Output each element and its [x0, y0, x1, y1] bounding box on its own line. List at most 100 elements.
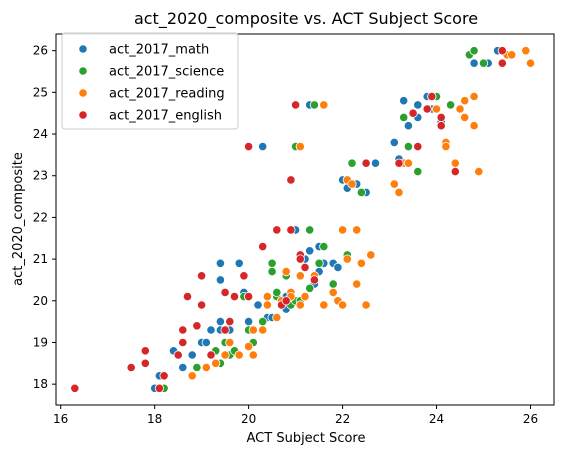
data-point-act_2017_math-43	[413, 100, 423, 110]
data-point-act_2017_reading-19	[300, 291, 310, 302]
data-point-act_2017_science-31	[403, 142, 413, 152]
plot-frame	[55, 33, 555, 406]
data-point-act_2017_reading-7	[248, 325, 258, 335]
y-axis-label: act_2020_composite	[11, 152, 26, 286]
data-point-act_2017_math-3	[178, 362, 188, 373]
data-point-act_2017_reading-22	[328, 287, 338, 297]
data-point-act_2017_english-32	[413, 142, 423, 152]
data-point-act_2017_english-36	[436, 121, 446, 131]
y-tick-label: 21	[33, 252, 48, 266]
data-point-act_2017_reading-47	[469, 121, 479, 131]
data-point-act_2017_reading-26	[342, 254, 352, 264]
data-point-act_2017_math-26	[305, 246, 315, 256]
data-point-act_2017_english-15	[220, 287, 230, 297]
data-point-act_2017_reading-24	[337, 300, 348, 310]
data-point-act_2017_math-7	[206, 325, 216, 335]
data-point-act_2017_reading-53	[295, 142, 305, 152]
data-point-act_2017_reading-50	[507, 50, 517, 60]
data-point-act_2017_english-26	[295, 254, 305, 264]
data-point-act_2017_reading-48	[474, 167, 484, 177]
data-point-act_2017_science-30	[399, 112, 409, 123]
data-point-act_2017_english-42	[286, 175, 296, 185]
data-point-act_2017_science-21	[305, 225, 315, 235]
data-point-act_2017_math-42	[403, 121, 413, 131]
data-point-act_2017_science-28	[347, 158, 357, 168]
data-point-act_2017_reading-44	[460, 96, 470, 106]
data-point-act_2017_english-17	[229, 291, 240, 302]
data-point-act_2017_reading-6	[244, 341, 254, 352]
legend-box	[61, 32, 239, 130]
legend-label-act_2017_english: act_2017_english	[109, 109, 222, 124]
data-point-act_2017_english-11	[197, 300, 207, 310]
data-point-act_2017_reading-33	[347, 179, 357, 189]
data-point-act_2017_english-20	[258, 242, 268, 252]
data-point-act_2017_math-13	[234, 258, 244, 268]
data-point-act_2017_reading-31	[366, 250, 376, 260]
y-tick-label: 19	[33, 335, 48, 349]
data-point-act_2017_reading-54	[319, 100, 329, 110]
data-point-act_2017_english-4	[154, 383, 164, 393]
data-point-act_2017_reading-35	[394, 187, 404, 197]
y-tick-label: 22	[33, 210, 48, 224]
y-tick-label: 20	[33, 294, 48, 308]
points-layer	[70, 46, 536, 393]
data-point-act_2017_english-41	[290, 100, 301, 110]
data-point-act_2017_english-30	[394, 158, 404, 168]
data-point-act_2017_science-38	[478, 58, 489, 68]
data-point-act_2017_math-4	[187, 350, 197, 360]
data-point-act_2017_science-16	[267, 266, 277, 277]
data-point-act_2017_english-18	[239, 271, 249, 281]
data-point-act_2017_reading-1	[201, 362, 211, 373]
data-point-act_2017_english-27	[300, 262, 310, 272]
data-point-act_2017_english-5	[159, 371, 169, 381]
data-point-act_2017_english-10	[192, 321, 202, 331]
y-tick-label: 23	[33, 169, 48, 183]
data-point-act_2017_science-37	[469, 46, 479, 56]
data-point-act_2017_math-33	[333, 262, 343, 272]
x-axis-ticks: 16 18 20 22 24 26	[53, 405, 538, 426]
x-tick-label: 24	[429, 412, 444, 426]
data-point-act_2017_english-37	[450, 167, 460, 177]
data-point-act_2017_reading-0	[187, 371, 197, 381]
data-point-act_2017_reading-45	[460, 112, 470, 123]
data-point-act_2017_english-35	[436, 112, 446, 123]
x-tick-label: 22	[335, 412, 350, 426]
data-point-act_2017_math-6	[201, 337, 211, 348]
data-point-act_2017_math-38	[370, 158, 381, 168]
data-point-act_2017_reading-46	[469, 91, 479, 102]
data-point-act_2017_math-41	[399, 96, 409, 106]
data-point-act_2017_reading-9	[258, 325, 268, 335]
data-point-act_2017_science-25	[328, 279, 338, 289]
data-point-act_2017_english-31	[408, 108, 418, 118]
data-point-act_2017_reading-5	[234, 350, 244, 360]
data-point-act_2017_science-11	[258, 316, 268, 327]
data-point-act_2017_reading-52	[525, 58, 536, 68]
data-point-act_2017_reading-51	[521, 46, 531, 56]
x-tick-label: 20	[241, 412, 256, 426]
data-point-act_2017_reading-25	[337, 225, 348, 235]
data-point-act_2017_math-11	[215, 258, 225, 268]
legend-marker-act_2017_reading	[78, 88, 88, 98]
data-point-act_2017_reading-11	[262, 291, 272, 302]
data-point-act_2017_reading-21	[319, 300, 329, 310]
data-point-act_2017_reading-12	[272, 312, 282, 323]
data-point-act_2017_science-35	[445, 100, 456, 110]
data-point-act_2017_reading-30	[361, 300, 371, 310]
data-point-act_2017_english-1	[126, 362, 136, 373]
data-point-act_2017_english-29	[361, 158, 371, 168]
data-point-act_2017_reading-28	[352, 279, 362, 289]
legend-label-act_2017_science: act_2017_science	[109, 65, 224, 80]
x-tick-label: 16	[53, 412, 68, 426]
data-point-act_2017_english-6	[173, 350, 183, 360]
data-point-act_2017_english-2	[140, 346, 150, 356]
data-point-act_2017_reading-42	[450, 158, 460, 168]
data-point-act_2017_science-32	[413, 167, 423, 177]
data-point-act_2017_science-1	[192, 362, 202, 373]
data-point-act_2017_science-40	[309, 100, 319, 110]
legend: act_2017_math act_2017_science act_2017_re…	[61, 32, 239, 130]
y-tick-label: 26	[33, 44, 48, 58]
data-point-act_2017_english-16	[225, 316, 235, 327]
data-point-act_2017_reading-37	[403, 158, 413, 168]
data-point-act_2017_english-21	[272, 225, 282, 235]
data-point-act_2017_reading-18	[295, 300, 305, 310]
